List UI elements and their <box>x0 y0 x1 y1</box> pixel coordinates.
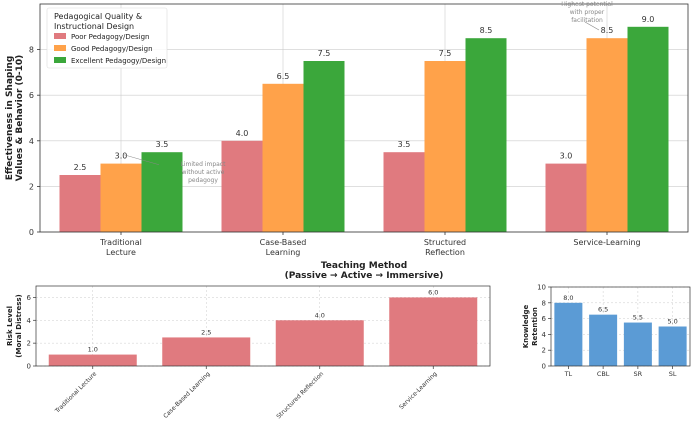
bar-1-2 <box>424 61 466 232</box>
y-axis-label: Risk Level(Moral Distress) <box>6 294 23 357</box>
bar-value-label: 7.5 <box>318 49 331 58</box>
y-tick-label: 0 <box>29 228 34 237</box>
x-tick-label: Traditional Lecture <box>99 238 142 257</box>
retention-bar-3 <box>658 326 687 366</box>
bar-value-label: 8.5 <box>601 26 614 35</box>
legend-entry-1: Good Pedagogy/Design <box>71 45 153 53</box>
y-tick-label: 8 <box>29 46 34 55</box>
bar-value-label: 3.0 <box>115 152 128 161</box>
retention-bar-0 <box>554 302 583 366</box>
bar-2-1 <box>303 61 345 232</box>
x-tick-label: SL <box>669 370 677 378</box>
y-tick-label: 2 <box>27 340 31 348</box>
bar-value-label: 7.5 <box>439 49 452 58</box>
risk-value-label: 6.0 <box>428 288 438 296</box>
legend-entry-0: Poor Pedagogy/Design <box>71 33 150 41</box>
x-tick-label: Case-Based Learning <box>162 370 212 420</box>
bar-2-2 <box>465 38 507 233</box>
bar-value-label: 6.5 <box>277 72 290 81</box>
y-tick-label: 0 <box>27 363 31 371</box>
legend-swatch-0 <box>54 33 66 39</box>
x-tick-label: Service-Learning <box>398 370 439 411</box>
y-tick-label: 2 <box>29 182 34 191</box>
risk-bar-1 <box>162 337 251 366</box>
y-axis-label: KnowledgeRetention <box>522 304 539 348</box>
y-tick-label: 6 <box>542 315 547 323</box>
annotation-arrow <box>584 21 600 31</box>
risk-level-chart: 1.0 2.5 4.0 6.0 0 2 4 6 Traditional Lecture Case-… <box>6 285 491 420</box>
plot-frame <box>550 286 691 367</box>
y-tick-label: 8 <box>542 299 546 307</box>
annotation-highest-potential: Highest potential with proper facilitation <box>561 1 613 24</box>
y-tick-label: 6 <box>27 294 32 302</box>
bar-2-3 <box>627 26 669 232</box>
bar-1-0 <box>100 163 142 232</box>
legend-title: Pedagogical Quality & Instructional Desig… <box>54 12 142 31</box>
y-axis-label: Effectiveness in ShapingValues & Behavio… <box>5 55 25 182</box>
retention-value-label: 6.5 <box>598 306 608 314</box>
bar-value-label: 9.0 <box>642 15 655 24</box>
x-tick-label: Structured Reflection <box>424 238 466 257</box>
bar-0-1 <box>221 140 263 232</box>
plot-frame <box>35 285 491 367</box>
bar-value-label: 3.5 <box>156 140 169 149</box>
bar-0-2 <box>383 152 425 232</box>
retention-value-label: 5.0 <box>667 318 677 326</box>
bar-value-label: 3.5 <box>398 140 411 149</box>
retention-value-label: 8.0 <box>563 294 573 302</box>
bar-value-label: 2.5 <box>74 163 87 172</box>
x-tick-label: SR <box>634 370 643 378</box>
risk-value-label: 1.0 <box>88 346 98 354</box>
bar-0-3 <box>545 163 587 232</box>
annotation-limited-impact: Limited impact without active pedagogy <box>181 161 227 184</box>
legend-box <box>46 7 168 69</box>
legend-swatch-1 <box>54 45 66 51</box>
y-tick-label: 4 <box>27 317 32 325</box>
risk-bar-3 <box>389 297 478 366</box>
x-tick-label: CBL <box>597 370 610 378</box>
retention-value-label: 5.5 <box>633 314 643 322</box>
retention-bar-2 <box>623 322 652 366</box>
x-tick-label: Service-Learning <box>573 238 640 247</box>
bar-0-0 <box>59 175 101 232</box>
bar-value-label: 3.0 <box>560 152 573 161</box>
legend-entry-2: Excellent Pedagogy/Design <box>71 57 166 65</box>
main-effectiveness-chart: 2.5 4.0 3.5 3.0 3.0 6.5 7.5 8.5 3.5 7.5 8.5 9.0 0 2 4 6… <box>5 1 689 281</box>
y-tick-label: 4 <box>542 331 547 339</box>
y-tick-label: 4 <box>29 137 34 146</box>
risk-bar-0 <box>48 354 137 366</box>
bar-1-3 <box>586 38 628 233</box>
bar-1-1 <box>262 83 304 232</box>
annotation-arrow <box>122 154 160 165</box>
retention-bar-1 <box>589 314 618 366</box>
risk-value-label: 4.0 <box>315 311 325 319</box>
x-tick-label: Structured Reflection <box>275 370 325 420</box>
plot-frame <box>39 3 689 233</box>
risk-bar-2 <box>275 320 364 366</box>
knowledge-retention-chart: 8.0 6.5 5.5 5.0 0 2 4 6 8 10 TL CBL SR SL KnowledgeRet… <box>522 284 691 378</box>
y-tick-label: 0 <box>542 363 546 371</box>
bar-2-0 <box>141 152 183 232</box>
y-tick-label: 6 <box>29 91 34 100</box>
bar-value-label: 8.5 <box>480 26 493 35</box>
legend-swatch-2 <box>54 57 66 63</box>
x-axis-label: Teaching Method (Passive → Active → Immer… <box>285 261 444 281</box>
bar-value-label: 4.0 <box>236 129 249 138</box>
x-tick-label: Case-Based Learning <box>260 238 307 257</box>
x-tick-label: TL <box>564 370 573 378</box>
risk-value-label: 2.5 <box>201 328 211 336</box>
y-tick-label: 10 <box>537 284 546 292</box>
x-tick-label: Traditional Lecture <box>53 370 98 415</box>
y-tick-label: 2 <box>542 347 546 355</box>
legend: Pedagogical Quality & Instructional Desig… <box>46 7 168 69</box>
